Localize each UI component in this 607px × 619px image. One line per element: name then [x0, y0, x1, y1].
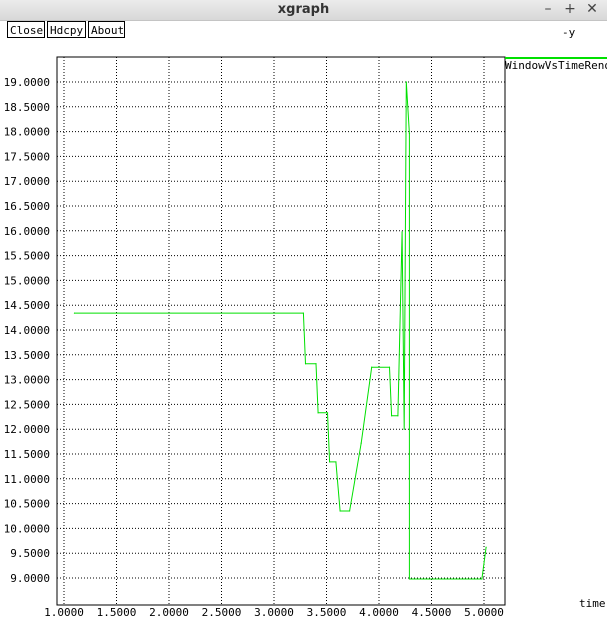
data-point [485, 546, 487, 548]
x-tick-label: 1.0000 [44, 606, 84, 619]
data-point [391, 415, 393, 417]
y-tick-label: 17.0000 [4, 175, 50, 188]
x-tick-label: 2.0000 [149, 606, 189, 619]
y-tick-label: 15.5000 [4, 250, 50, 263]
data-point [329, 461, 331, 463]
series-line [74, 81, 487, 580]
y-tick-label: 11.0000 [4, 473, 50, 486]
y-tick-label: 13.5000 [4, 349, 50, 362]
x-tick-label: 1.5000 [97, 606, 137, 619]
x-tick-label: 3.5000 [307, 606, 347, 619]
y-tick-label: 12.0000 [4, 423, 50, 436]
legend-label: WindowVsTimeReno [505, 59, 607, 72]
y-tick-label: 13.0000 [4, 374, 50, 387]
maximize-icon[interactable]: + [564, 1, 576, 17]
data-point [481, 578, 483, 580]
hardcopy-button[interactable]: Hdcpy [47, 21, 86, 38]
plot-frame [56, 56, 506, 606]
data-point [335, 461, 337, 463]
y-tick-label: 10.5000 [4, 498, 50, 511]
data-point [388, 366, 391, 368]
about-button[interactable]: About [88, 21, 125, 38]
data-point [360, 442, 362, 444]
data-point [317, 412, 319, 414]
data-point [339, 510, 341, 512]
y-tick-label: 15.0000 [4, 274, 50, 287]
y-tick-label: 19.0000 [4, 76, 50, 89]
x-tick-label: 4.5000 [412, 606, 452, 619]
y-tick-label: 12.5000 [4, 398, 50, 411]
y-tick-label: 17.5000 [4, 150, 50, 163]
data-point [371, 366, 373, 368]
y-axis-label: -y [562, 26, 576, 39]
x-tick-label: 3.0000 [254, 606, 294, 619]
minimize-icon[interactable]: – [544, 1, 552, 17]
y-tick-label: 18.0000 [4, 126, 50, 139]
data-point [397, 415, 399, 417]
y-tick-label: 18.5000 [4, 101, 50, 114]
data-point [326, 412, 329, 414]
x-tick-label: 5.0000 [464, 606, 504, 619]
close-button[interactable]: Close [7, 21, 45, 38]
data-point [349, 510, 351, 512]
y-tick-label: 14.0000 [4, 324, 50, 337]
data-point [403, 428, 405, 430]
title-bar[interactable]: xgraph – + ✕ [0, 0, 607, 21]
data-point [302, 312, 304, 314]
x-axis-label: time [579, 597, 606, 610]
y-tick-label: 14.5000 [4, 299, 50, 312]
y-tick-label: 9.5000 [10, 547, 50, 560]
data-point [405, 81, 407, 83]
x-tick-label: 2.5000 [202, 606, 242, 619]
data-point [73, 312, 76, 314]
x-tick-label: 4.0000 [359, 606, 399, 619]
y-tick-label: 9.0000 [10, 572, 50, 585]
data-point [304, 363, 307, 365]
y-tick-label: 16.0000 [4, 225, 50, 238]
window-title: xgraph [277, 2, 330, 17]
data-point [408, 578, 411, 580]
data-point [315, 363, 317, 365]
close-icon[interactable]: ✕ [586, 1, 598, 17]
y-tick-label: 10.0000 [4, 522, 50, 535]
y-tick-label: 16.5000 [4, 200, 50, 213]
y-tick-label: 11.5000 [4, 448, 50, 461]
data-point [408, 132, 411, 135]
data-point [401, 231, 403, 233]
